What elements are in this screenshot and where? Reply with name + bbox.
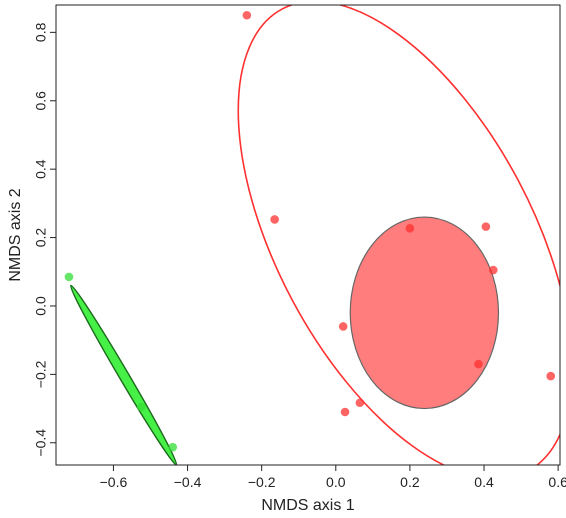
data-point — [340, 407, 350, 417]
x-tick-label: −0.6 — [100, 474, 128, 490]
x-tick-label: 0.2 — [400, 474, 420, 490]
data-point — [474, 359, 483, 369]
y-tick-label: 0.4 — [33, 159, 49, 179]
x-axis: −0.6 −0.4 −0.2 0.0 0.2 0.4 0.6 — [100, 465, 566, 490]
y-axis: −0.4 −0.2 0.0 0.2 0.4 0.6 0.8 — [33, 22, 56, 457]
y-axis-label: NMDS axis 2 — [7, 188, 24, 281]
data-point — [270, 215, 279, 224]
data-point — [136, 402, 146, 412]
data-point — [546, 371, 556, 381]
data-point — [488, 265, 498, 275]
point-layer — [64, 10, 556, 452]
x-tick-label: 0.6 — [548, 474, 566, 490]
confidence-ellipse — [69, 284, 178, 465]
ellipse-layer — [69, 5, 560, 465]
data-point — [355, 398, 365, 408]
dispersion-ellipse — [237, 5, 560, 465]
plot-frame — [55, 4, 561, 466]
data-point — [405, 224, 415, 233]
data-point — [242, 10, 252, 20]
x-tick-label: −0.4 — [174, 474, 202, 490]
y-tick-label: 0.2 — [33, 228, 49, 248]
y-tick-label: 0.0 — [33, 296, 49, 316]
x-tick-label: −0.2 — [248, 474, 276, 490]
y-tick-label: −0.4 — [33, 429, 49, 457]
data-point — [338, 322, 348, 331]
data-point — [168, 442, 178, 452]
x-tick-label: 0.0 — [326, 474, 346, 490]
data-point — [481, 222, 491, 231]
confidence-ellipse — [349, 216, 500, 410]
data-point — [64, 272, 74, 282]
x-axis-label: NMDS axis 1 — [261, 497, 354, 514]
y-tick-label: 0.6 — [33, 91, 49, 111]
x-tick-label: 0.4 — [474, 474, 494, 490]
y-tick-label: 0.8 — [33, 22, 49, 42]
y-tick-label: −0.2 — [33, 360, 49, 388]
